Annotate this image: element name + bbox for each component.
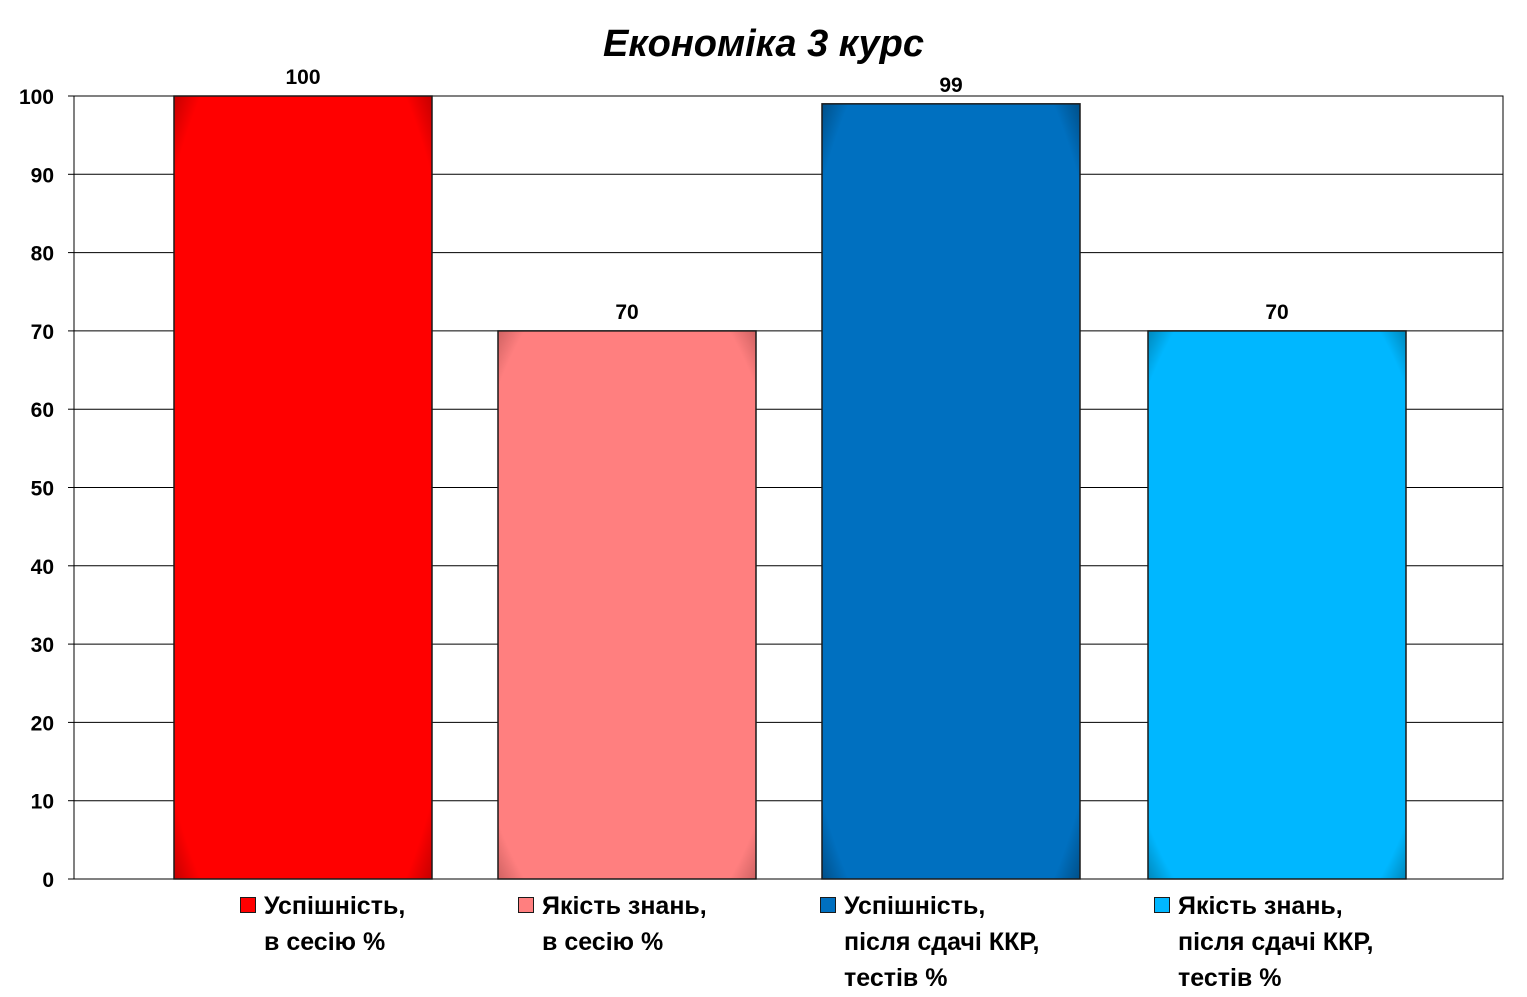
- bars: [173, 95, 1407, 880]
- legend-swatch: [240, 897, 256, 913]
- bar-series-2: [497, 330, 757, 880]
- y-tick-label: 80: [31, 243, 54, 266]
- y-tick-label: 0: [42, 869, 54, 892]
- legend-item: Успішність, в сесію %: [240, 888, 405, 960]
- y-tick-label: 70: [31, 321, 54, 344]
- y-tick-label: 10: [31, 791, 54, 814]
- y-tick-label: 90: [31, 164, 54, 187]
- legend-label: Якість знань, після сдачі ККР, тестів %: [1178, 892, 1374, 992]
- legend-label: Якість знань, в сесію %: [542, 892, 707, 956]
- y-tick-label: 100: [19, 86, 54, 109]
- y-tick-label: 20: [31, 712, 54, 735]
- bar-series-4: [1147, 330, 1407, 880]
- data-label: 70: [1265, 301, 1288, 324]
- legend-swatch: [518, 897, 534, 913]
- y-axis-ticks: 0 10 20 30 40 50 60 70 80 90 100: [19, 86, 74, 892]
- legend-swatch: [1154, 897, 1170, 913]
- legend-swatch: [820, 897, 836, 913]
- y-tick-label: 30: [31, 634, 54, 657]
- data-label: 70: [615, 301, 638, 324]
- chart-title: Економіка 3 курс: [603, 23, 924, 65]
- data-label: 100: [285, 66, 320, 89]
- legend-item: Успішність, після сдачі ККР, тестів %: [820, 888, 1040, 996]
- y-tick-label: 40: [31, 556, 54, 579]
- y-tick-label: 50: [31, 478, 54, 501]
- bar-series-3: [821, 103, 1081, 880]
- legend-item: Якість знань, після сдачі ККР, тестів %: [1154, 888, 1374, 996]
- legend-label: Успішність, в сесію %: [264, 892, 406, 956]
- bar-series-1: [173, 95, 433, 880]
- data-labels: 100 70 99 70: [285, 66, 1288, 324]
- data-label: 99: [939, 74, 962, 97]
- y-tick-label: 60: [31, 399, 54, 422]
- legend-label: Успішність, після сдачі ККР, тестів %: [844, 892, 1040, 992]
- legend-item: Якість знань, в сесію %: [518, 888, 707, 960]
